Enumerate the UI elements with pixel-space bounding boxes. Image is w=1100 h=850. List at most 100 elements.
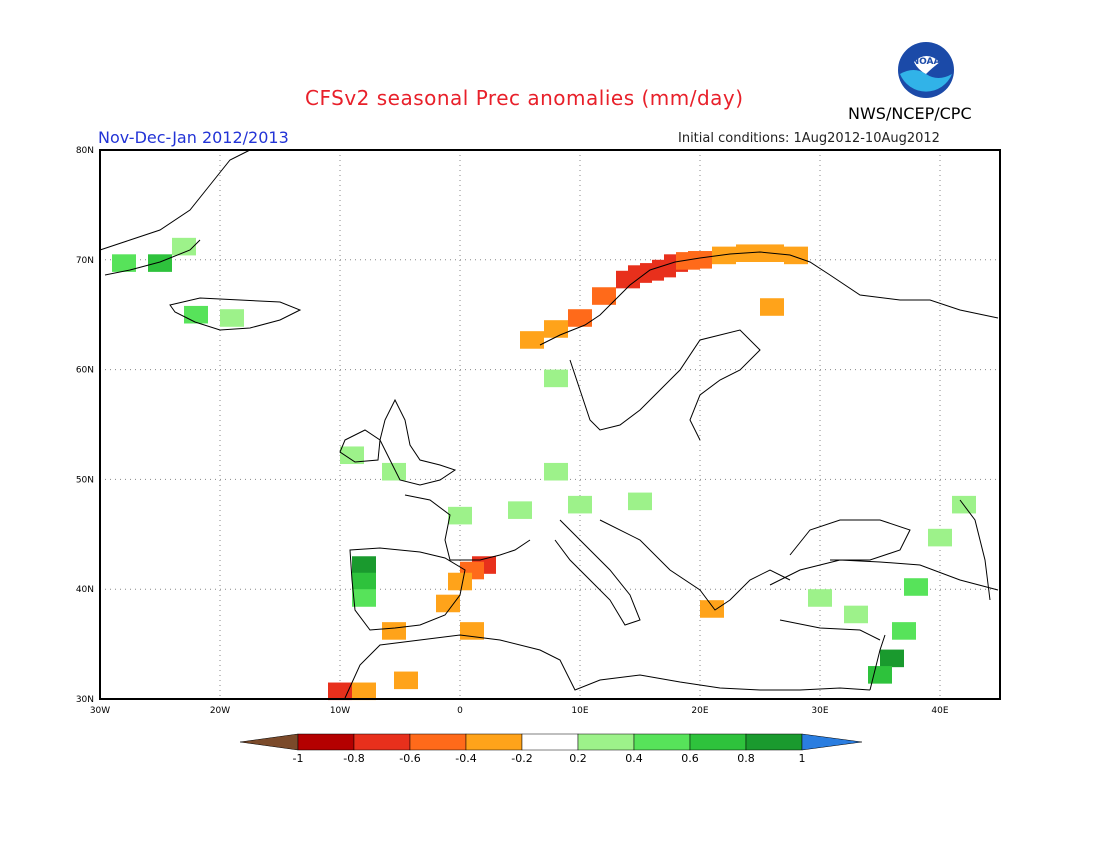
colorbar-swatch [297, 733, 355, 751]
anomaly-cell [544, 462, 568, 481]
greenland-coast [99, 149, 251, 276]
anomaly-cell [352, 682, 376, 701]
colorbar-swatch [745, 733, 803, 751]
anomaly-cell [592, 287, 616, 305]
agency-label: NWS/NCEP/CPC [848, 104, 972, 123]
anomaly-cell [460, 561, 484, 580]
colorbar-label: 0.8 [737, 752, 755, 765]
colorbar-label: -0.2 [511, 752, 532, 765]
anomaly-cell [736, 244, 760, 262]
anomaly-cell [928, 528, 952, 547]
colorbar-swatch [689, 733, 747, 751]
anomaly-cell [394, 671, 418, 690]
anomaly-cell [520, 331, 544, 349]
colorbar-arrow-high [801, 733, 863, 751]
anomaly-cell [448, 506, 472, 525]
anomaly-cell [652, 259, 676, 278]
iceland-coast [169, 297, 302, 331]
anomaly-cell [952, 495, 976, 514]
lon-tick-label: 20E [691, 706, 708, 716]
britain-coast [379, 398, 457, 486]
lat-tick-label: 40N [76, 585, 94, 595]
anomaly-cell [760, 244, 784, 262]
lon-tick-label: 40E [931, 706, 948, 716]
france-coast [404, 494, 531, 561]
lat-tick-label: 50N [76, 475, 94, 485]
turkey-coast [769, 559, 999, 641]
lat-tick-label: 60N [76, 366, 94, 376]
anomaly-cell [544, 369, 568, 388]
anomaly-cell [844, 605, 868, 624]
colorbar-label: 0.4 [625, 752, 643, 765]
chart-title: CFSv2 seasonal Prec anomalies (mm/day) [305, 86, 744, 110]
anomaly-cell [640, 263, 664, 281]
anomaly-cell [628, 492, 652, 511]
lon-tick-label: 20W [210, 706, 230, 716]
lon-tick-label: 0 [457, 706, 463, 716]
colorbar-label: 0.2 [569, 752, 587, 765]
anomaly-cell [382, 462, 406, 481]
anomaly-cell [664, 254, 688, 272]
anomaly-cell [760, 298, 784, 316]
anomaly-cell [220, 309, 244, 327]
anomaly-cell [700, 600, 724, 618]
anomaly-cell [352, 572, 376, 591]
anomaly-cell [868, 666, 892, 684]
map-grid [100, 150, 1000, 699]
anomaly-cell [352, 556, 376, 574]
anomaly-cell [616, 270, 640, 289]
colorbar-swatch [353, 733, 411, 751]
lon-tick-labels: 30W 20W 10W 0 10E 20E 30E 40E [90, 706, 949, 716]
africa-coast [344, 634, 871, 699]
lat-tick-labels: 30N 40N 50N 60N 70N 80N [76, 146, 94, 705]
season-label: Nov-Dec-Jan 2012/2013 [98, 128, 289, 147]
colorbar-labels: -1 -0.8 -0.6 -0.4 -0.2 0.2 0.4 0.6 0.8 1 [293, 752, 806, 765]
colorbar-label: 0.6 [681, 752, 699, 765]
anomaly-cell [112, 254, 136, 272]
caspian-coast [959, 499, 991, 601]
anomaly-cell [628, 265, 652, 283]
colorbar-label: 1 [799, 752, 806, 765]
initial-conditions: Initial conditions: 1Aug2012-10Aug2012 [678, 131, 940, 146]
anomaly-cell [508, 501, 532, 519]
colorbar-swatch [633, 733, 691, 751]
anomaly-cell [808, 589, 832, 607]
colorbar-label: -1 [293, 752, 304, 765]
colorbar-label: -0.6 [399, 752, 420, 765]
anomaly-cell [184, 305, 208, 324]
lat-tick-label: 70N [76, 256, 94, 266]
anomaly-cell [676, 252, 700, 270]
levant-coast [869, 634, 886, 691]
anomaly-cell [784, 246, 808, 265]
black-sea-coast [789, 519, 911, 561]
anomaly-cell [472, 556, 496, 574]
baltic-coast [569, 329, 761, 441]
noaa-logo: NOAA [898, 42, 954, 98]
lon-tick-label: 10E [571, 706, 588, 716]
ireland-coast [339, 429, 381, 463]
anomaly-cell [328, 682, 352, 701]
anomaly-cell [544, 320, 568, 338]
anomaly-cell [712, 246, 736, 265]
lon-tick-label: 10W [330, 706, 350, 716]
anomaly-cell [880, 649, 904, 668]
anomaly-cell [688, 251, 712, 269]
iberia-coast [349, 547, 466, 631]
map-frame [99, 149, 1001, 700]
lon-tick-label: 30W [90, 706, 110, 716]
colorbar-arrow-low [239, 733, 299, 751]
colorbar-swatch [521, 733, 579, 751]
colorbar-label: -0.4 [455, 752, 476, 765]
colorbar-label: -0.8 [343, 752, 364, 765]
anomaly-cell [148, 254, 172, 272]
colorbar [239, 733, 863, 751]
anomaly-cells [112, 237, 976, 701]
lon-tick-label: 30E [811, 706, 828, 716]
anomaly-cell [568, 495, 592, 514]
italy-coast [554, 519, 641, 626]
scandinavia-coast [539, 251, 999, 346]
colorbar-swatch [465, 733, 523, 751]
lat-tick-label: 30N [76, 695, 94, 705]
anomaly-cell [382, 622, 406, 640]
anomaly-cell [460, 622, 484, 640]
